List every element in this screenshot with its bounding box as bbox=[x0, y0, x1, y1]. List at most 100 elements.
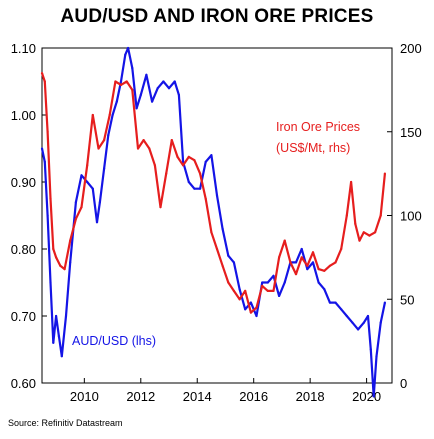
iron-ore-point bbox=[300, 256, 303, 259]
aud-usd-point bbox=[379, 321, 382, 324]
series-lines bbox=[40, 46, 386, 398]
aud-usd-point bbox=[131, 67, 134, 70]
iron-ore-point bbox=[311, 251, 315, 254]
aud-usd-point bbox=[362, 321, 365, 324]
iron-ore-point bbox=[165, 172, 168, 175]
iron-ore-point bbox=[80, 206, 83, 209]
iron-ore-point bbox=[142, 139, 145, 142]
iron-ore-point bbox=[49, 197, 52, 200]
aud-usd-point bbox=[278, 294, 281, 297]
aud-usd-point bbox=[372, 395, 375, 398]
iron-ore-point bbox=[294, 273, 298, 276]
iron-ore-point bbox=[159, 206, 162, 209]
iron-ore-point bbox=[266, 289, 269, 292]
aud-usd-point bbox=[283, 281, 286, 284]
x-tick-label: 2018 bbox=[296, 389, 325, 404]
aud-usd-point bbox=[95, 221, 99, 224]
aud-usd-point bbox=[135, 107, 138, 110]
iron-ore-point bbox=[86, 164, 89, 167]
iron-ore-point bbox=[368, 234, 371, 237]
aud-usd-point bbox=[323, 288, 326, 291]
left-tick-label: 1.00 bbox=[11, 108, 36, 123]
aud-usd-point bbox=[261, 281, 264, 284]
iron-ore-point bbox=[125, 80, 128, 83]
iron-ore-point bbox=[46, 130, 49, 133]
iron-ore-point bbox=[221, 264, 224, 267]
iron-ore-point bbox=[283, 239, 286, 242]
iron-ore-point bbox=[153, 164, 156, 167]
plot-border bbox=[41, 47, 393, 384]
iron-ore-point bbox=[350, 180, 353, 184]
aud-usd-point bbox=[127, 46, 130, 50]
iron-ore-point bbox=[215, 247, 219, 251]
x-axis: 2010 2012 2014 2016 2018 2020 bbox=[70, 378, 381, 404]
aud-usd-label: AUD/USD (lhs) bbox=[72, 334, 157, 348]
aud-usd-point bbox=[145, 73, 148, 76]
right-tick-label: 200 bbox=[400, 41, 422, 56]
aud-usd-point bbox=[182, 160, 185, 163]
iron-ore-point bbox=[119, 83, 123, 86]
aud-usd-point bbox=[69, 261, 72, 264]
iron-ore-label-line-1: Iron Ore Prices bbox=[276, 120, 361, 134]
iron-ore-point bbox=[59, 264, 62, 267]
aud-usd-point bbox=[162, 80, 165, 83]
iron-ore-point bbox=[362, 231, 365, 234]
aud-usd-point bbox=[91, 187, 94, 190]
aud-usd-point bbox=[139, 93, 142, 96]
aud-usd-point bbox=[328, 301, 331, 304]
iron-ore-point bbox=[108, 113, 111, 117]
aud-usd-point bbox=[383, 301, 386, 304]
iron-ore-point bbox=[255, 306, 258, 309]
plot-frame bbox=[41, 47, 393, 384]
aud-usd-point bbox=[49, 281, 52, 284]
source-note: Source: Refinitiv Datastream bbox=[8, 418, 123, 428]
iron-ore-point bbox=[354, 222, 357, 225]
left-axis: 0.60 0.70 0.80 0.90 1.00 1.10 bbox=[11, 41, 47, 391]
iron-ore-point bbox=[261, 284, 264, 287]
iron-ore-point bbox=[170, 139, 173, 142]
iron-ore-point bbox=[383, 172, 386, 175]
right-tick-label: 100 bbox=[400, 209, 422, 224]
aud-usd-point bbox=[334, 301, 337, 304]
aud-usd-point bbox=[177, 93, 180, 96]
left-tick-label: 0.60 bbox=[11, 376, 36, 391]
iron-ore-point bbox=[374, 231, 377, 234]
right-tick-label: 50 bbox=[400, 292, 414, 307]
x-tick-label: 2012 bbox=[126, 389, 155, 404]
aud-usd-point bbox=[345, 314, 348, 318]
iron-ore-point bbox=[244, 289, 247, 292]
aud-usd-point bbox=[55, 314, 58, 318]
x-tick-label: 2010 bbox=[70, 389, 99, 404]
aud-usd-point bbox=[151, 100, 154, 103]
aud-usd-point bbox=[167, 87, 171, 90]
iron-ore-point bbox=[182, 164, 185, 167]
aud-usd-point bbox=[227, 254, 230, 257]
iron-ore-point bbox=[358, 239, 361, 242]
aud-usd-point bbox=[64, 314, 68, 318]
aud-usd-point bbox=[215, 194, 219, 197]
aud-usd-point bbox=[173, 80, 176, 83]
aud-usd-point bbox=[52, 341, 55, 344]
aud-usd-point bbox=[86, 180, 89, 184]
x-tick-label: 2014 bbox=[183, 389, 212, 404]
aud-usd-point bbox=[210, 154, 213, 157]
iron-ore-point bbox=[91, 113, 94, 117]
aud-usd-point bbox=[98, 201, 101, 204]
iron-ore-point bbox=[249, 311, 252, 314]
right-axis: 0 50 100 150 200 bbox=[387, 41, 422, 391]
aud-usd-point bbox=[340, 308, 343, 311]
aud-usd-point bbox=[80, 174, 83, 177]
left-tick-label: 0.90 bbox=[11, 175, 36, 190]
aud-usd-point bbox=[294, 261, 298, 264]
iron-ore-point bbox=[306, 264, 309, 267]
aud-usd-point bbox=[124, 53, 127, 56]
iron-ore-point bbox=[232, 289, 235, 292]
iron-ore-point bbox=[238, 298, 241, 301]
iron-ore-point bbox=[131, 88, 134, 91]
iron-ore-point bbox=[69, 239, 72, 242]
iron-ore-point bbox=[317, 268, 320, 271]
aud-usd-point bbox=[244, 308, 247, 311]
aud-usd-point bbox=[317, 281, 320, 284]
aud-usd-point bbox=[107, 134, 110, 137]
